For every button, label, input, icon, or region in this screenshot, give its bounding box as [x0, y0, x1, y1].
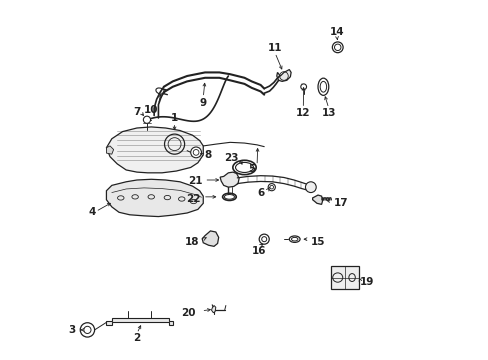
Text: 18: 18: [185, 237, 199, 247]
Circle shape: [259, 234, 269, 244]
Text: 20: 20: [181, 308, 196, 318]
Text: 2: 2: [133, 333, 140, 343]
Text: 16: 16: [252, 246, 266, 256]
Text: 11: 11: [267, 43, 282, 53]
Polygon shape: [106, 179, 203, 217]
Polygon shape: [106, 127, 203, 173]
Text: 14: 14: [329, 27, 344, 37]
FancyBboxPatch shape: [330, 266, 359, 289]
Text: 21: 21: [187, 176, 202, 186]
Text: 8: 8: [204, 150, 211, 160]
Text: 15: 15: [310, 237, 325, 247]
Polygon shape: [106, 146, 113, 154]
Text: 10: 10: [143, 105, 158, 115]
Text: 19: 19: [359, 277, 374, 287]
Text: 17: 17: [333, 198, 347, 208]
Polygon shape: [211, 306, 215, 313]
Text: 3: 3: [68, 325, 76, 335]
Text: 1: 1: [171, 113, 178, 123]
Text: 5: 5: [247, 164, 255, 174]
Text: 4: 4: [88, 207, 96, 217]
Circle shape: [143, 116, 150, 123]
Text: 7: 7: [133, 107, 140, 117]
Text: 22: 22: [186, 194, 201, 204]
Polygon shape: [276, 69, 290, 81]
Circle shape: [267, 184, 275, 191]
Text: 12: 12: [295, 108, 310, 118]
Text: 13: 13: [321, 108, 335, 118]
Text: 9: 9: [199, 98, 206, 108]
Text: 23: 23: [224, 153, 239, 163]
Polygon shape: [106, 318, 172, 325]
Polygon shape: [220, 172, 239, 187]
Polygon shape: [312, 195, 322, 204]
Polygon shape: [202, 231, 218, 246]
Circle shape: [190, 147, 201, 158]
Text: 6: 6: [257, 188, 264, 198]
Circle shape: [305, 182, 316, 193]
Circle shape: [80, 323, 94, 337]
Circle shape: [300, 84, 306, 90]
